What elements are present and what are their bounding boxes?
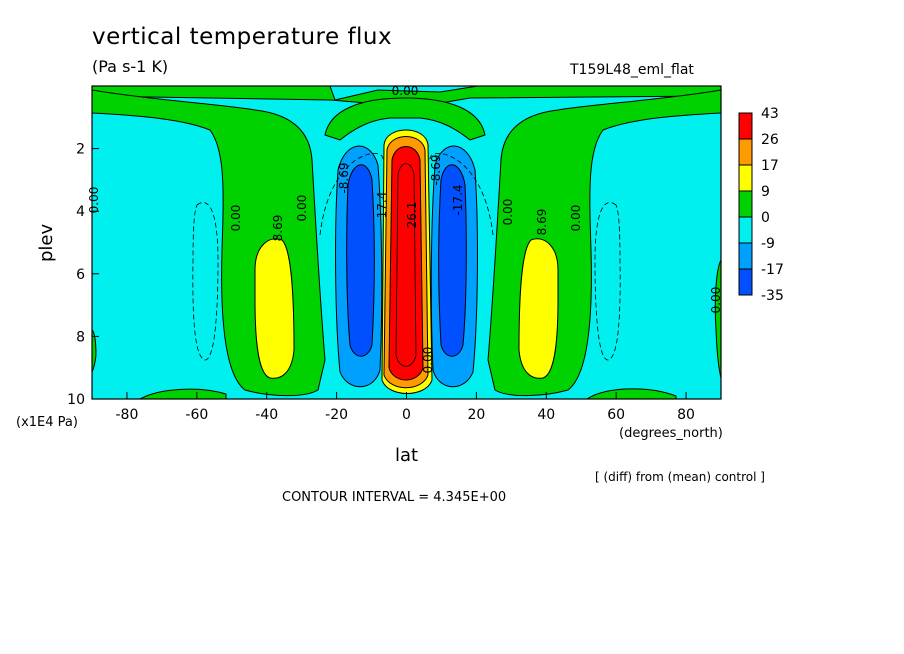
filled-contours — [92, 86, 721, 399]
chart-title: vertical temperature flux — [92, 24, 393, 50]
run-label: T159L48_eml_flat — [570, 62, 694, 78]
colorbar-swatch — [738, 268, 753, 296]
colorbar-label: 43 — [761, 106, 779, 122]
contour-label: -17.4 — [451, 184, 465, 215]
contour-label: 8.69 — [535, 209, 549, 236]
contour-label: 8.69 — [271, 215, 285, 242]
x-tick-label: -60 — [185, 407, 208, 423]
x-tick-label: 20 — [467, 407, 485, 423]
colorbar-swatch — [738, 164, 753, 192]
y-tick-label: 8 — [76, 329, 85, 345]
x-tick-label: -40 — [255, 407, 278, 423]
x-tick-label: -80 — [116, 407, 139, 423]
colorbar-swatch — [738, 190, 753, 218]
contour-label: -8.69 — [337, 162, 351, 193]
contour-labels: 0.00 0.00 0.00 0.00 0.00 0.00 0.00 0.00 8.69 8.69… — [87, 84, 723, 373]
y-tick-label: 4 — [76, 204, 85, 220]
contour-interval: CONTOUR INTERVAL = 4.345E+00 — [282, 490, 507, 505]
contour-label: 26.1 — [405, 202, 419, 229]
colorbar-swatch — [738, 138, 753, 166]
colorbar-label: 9 — [761, 184, 770, 200]
colorbar: 43 26 17 9 0 -9 -17 -35 — [738, 106, 784, 304]
colorbar-swatch — [738, 216, 753, 244]
x-axis: -80 -60 -40 -20 0 20 40 60 80 — [116, 392, 695, 423]
x-tick-label: -20 — [325, 407, 348, 423]
y-axis-unit: (x1E4 Pa) — [16, 415, 78, 430]
contour-label: 0.00 — [295, 195, 309, 222]
contour-label: 0.00 — [87, 187, 101, 214]
contour-label: 0.00 — [709, 287, 723, 314]
contour-label: 0.00 — [392, 84, 419, 98]
diff-note: [ (diff) from (mean) control ] — [595, 470, 765, 484]
x-tick-label: 80 — [677, 407, 695, 423]
contour-label: 0.00 — [501, 199, 515, 226]
x-tick-label: 40 — [537, 407, 555, 423]
x-axis-label: lat — [395, 445, 419, 466]
x-axis-unit: (degrees_north) — [619, 426, 723, 441]
y-axis: 2 4 6 8 10 — [67, 142, 99, 408]
colorbar-label: 0 — [761, 210, 770, 226]
colorbar-swatch — [738, 242, 753, 270]
contour-label: 0.00 — [421, 347, 435, 374]
colorbar-swatch — [738, 112, 753, 140]
y-tick-label: 2 — [76, 142, 85, 158]
x-tick-label: 60 — [607, 407, 625, 423]
contour-label: 17.4 — [375, 192, 389, 219]
colorbar-label: 26 — [761, 132, 779, 148]
y-tick-label: 10 — [67, 392, 85, 408]
y-tick-label: 6 — [76, 267, 85, 283]
x-tick-label: 0 — [402, 407, 411, 423]
chart-units: (Pa s-1 K) — [92, 57, 169, 76]
colorbar-label: -17 — [761, 262, 784, 278]
contour-label: -8.69 — [429, 154, 443, 185]
colorbar-label: 17 — [761, 158, 779, 174]
contour-label: 0.00 — [229, 205, 243, 232]
colorbar-label: -9 — [761, 236, 775, 252]
contour-label: 0.00 — [569, 205, 583, 232]
colorbar-label: -35 — [761, 288, 784, 304]
